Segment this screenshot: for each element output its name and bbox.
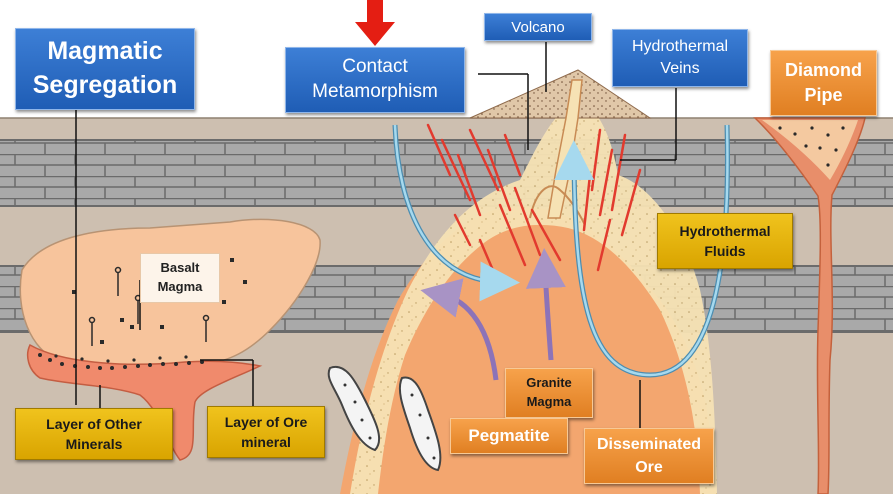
contact-metamorphism-label: Contact Metamorphism (285, 47, 465, 113)
red-down-arrow-icon (355, 0, 395, 46)
hydrothermal-fluids-label: Hydrothermal Fluids (657, 213, 793, 269)
diamond-pipe-label: Diamond Pipe (770, 50, 877, 116)
pegmatite-label: Pegmatite (450, 418, 568, 454)
basalt-magma-label: Basalt Magma (140, 253, 220, 303)
disseminated-ore-label: Disseminated Ore (584, 428, 714, 484)
layer-ore-mineral-label: Layer of Ore mineral (207, 406, 325, 458)
magmatic-segregation-label: Magmatic Segregation (15, 28, 195, 110)
granite-magma-label: Granite Magma (505, 368, 593, 418)
volcano-label: Volcano (484, 13, 592, 41)
layer-other-minerals-label: Layer of Other Minerals (15, 408, 173, 460)
hydrothermal-veins-label: Hydrothermal Veins (612, 29, 748, 87)
